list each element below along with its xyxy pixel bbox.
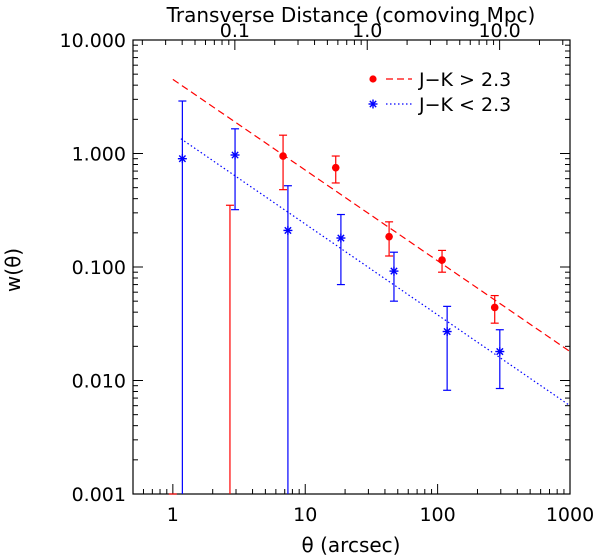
- data-point: [230, 150, 240, 160]
- top-tick-label: 0.1: [220, 20, 250, 42]
- x-tick-labels: 1 10 100 1000: [167, 504, 594, 526]
- data-point: [490, 303, 499, 312]
- y-tick-label: 0.010: [72, 371, 126, 393]
- data-markers: [177, 150, 505, 357]
- y-tick-label: 0.001: [72, 484, 126, 506]
- legend: J−K > 2.3 J−K < 2.3: [368, 69, 511, 116]
- fit-lines: [172, 78, 571, 407]
- data-point: [495, 347, 505, 357]
- data-point: [279, 152, 287, 160]
- data-point: [283, 225, 293, 235]
- data-point: [331, 163, 340, 172]
- data-point-stroke: [443, 327, 451, 336]
- y-axis-title: w(θ): [1, 248, 25, 292]
- axis-ticks: [132, 39, 571, 495]
- top-tick-label: 10.0: [478, 20, 520, 42]
- data-point: [177, 154, 187, 164]
- legend-entry-red: J−K > 2.3: [369, 69, 511, 91]
- legend-red-marker: [369, 75, 377, 83]
- legend-blue-label: J−K < 2.3: [418, 94, 511, 116]
- data-point: [389, 266, 399, 276]
- x-tick-label: 10: [293, 504, 317, 526]
- data-point-stroke: [284, 226, 292, 235]
- fit-line-series-1: [180, 138, 571, 407]
- y-tick-label: 0.100: [72, 257, 126, 279]
- data-point-stroke: [178, 155, 187, 163]
- x-tick-label: 1000: [546, 504, 594, 526]
- legend-asterisk-stroke: [369, 100, 377, 108]
- data-point-stroke: [496, 347, 504, 356]
- y-tick-labels: 0.001 0.010 0.100 1.000 10.000: [60, 30, 126, 506]
- x-axis-title: θ (arcsec): [302, 533, 401, 557]
- error-bars: [168, 100, 504, 495]
- y-tick-label: 10.000: [60, 30, 126, 52]
- legend-blue-marker: [368, 99, 378, 109]
- x-tick-label: 100: [419, 504, 455, 526]
- data-point: [336, 233, 346, 243]
- legend-asterisk: [368, 99, 378, 109]
- top-tick-label: 1.0: [352, 20, 382, 42]
- top-tick-labels: 0.1 1.0 10.0: [220, 20, 521, 42]
- data-point: [438, 256, 446, 264]
- top-axis-title: Transverse Distance (comoving Mpc): [166, 3, 536, 27]
- legend-entry-blue: J−K < 2.3: [368, 94, 511, 116]
- data-point-stroke: [390, 267, 398, 275]
- data-point-stroke: [337, 234, 345, 242]
- y-tick-label: 1.000: [72, 144, 126, 166]
- data-point: [442, 327, 452, 337]
- data-point: [385, 232, 393, 241]
- data-point-stroke: [231, 151, 239, 159]
- legend-red-label: J−K > 2.3: [418, 69, 511, 91]
- x-tick-label: 1: [167, 504, 179, 526]
- fit-line-series-0: [172, 78, 571, 353]
